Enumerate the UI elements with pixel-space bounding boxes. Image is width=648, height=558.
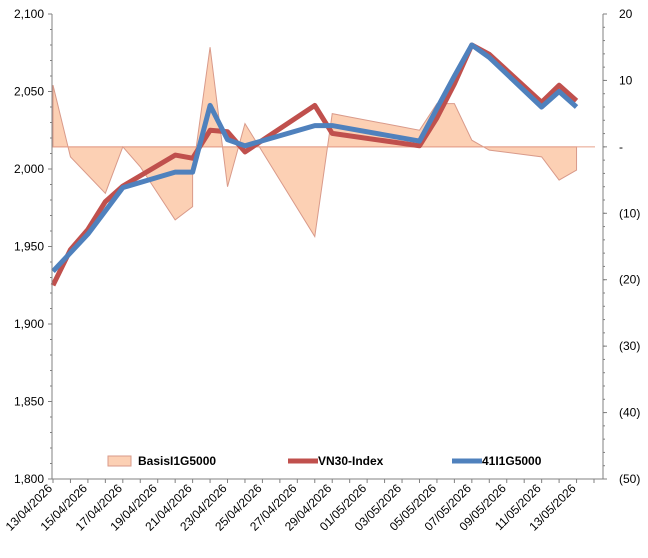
legend-swatch-basisi1g5000: [107, 455, 132, 467]
left-tick-label: 2,050: [14, 85, 44, 99]
right-tick-label: -: [619, 140, 623, 154]
left-tick-label: 2,100: [14, 7, 44, 21]
legend-label-41i1g5000: 41I1G5000: [482, 454, 542, 468]
right-tick-label: (20): [619, 273, 640, 287]
basis-area: [52, 47, 578, 238]
right-tick-label: (10): [619, 206, 640, 220]
right-tick-label: 20: [619, 7, 633, 21]
legend-label-basisi1g5000: BasisI1G5000: [138, 454, 216, 468]
right-tick-label: (50): [619, 472, 640, 486]
left-tick-label: 1,900: [14, 317, 44, 331]
left-tick-label: 1,850: [14, 395, 44, 409]
area-series-layer: [52, 47, 578, 238]
left-tick-label: 2,000: [14, 162, 44, 176]
legend-label-vn30-index: VN30-Index: [318, 454, 384, 468]
right-tick-label: 10: [619, 73, 633, 87]
legend: BasisI1G5000 VN30-Index 41I1G5000: [107, 454, 542, 468]
left-tick-label: 1,950: [14, 240, 44, 254]
right-tick-label: (30): [619, 339, 640, 353]
left-tick-label: 1,800: [14, 472, 44, 486]
line-series-layer: [50, 42, 579, 287]
series-line-41i1g5000: [51, 42, 579, 274]
right-tick-label: (40): [619, 406, 640, 420]
